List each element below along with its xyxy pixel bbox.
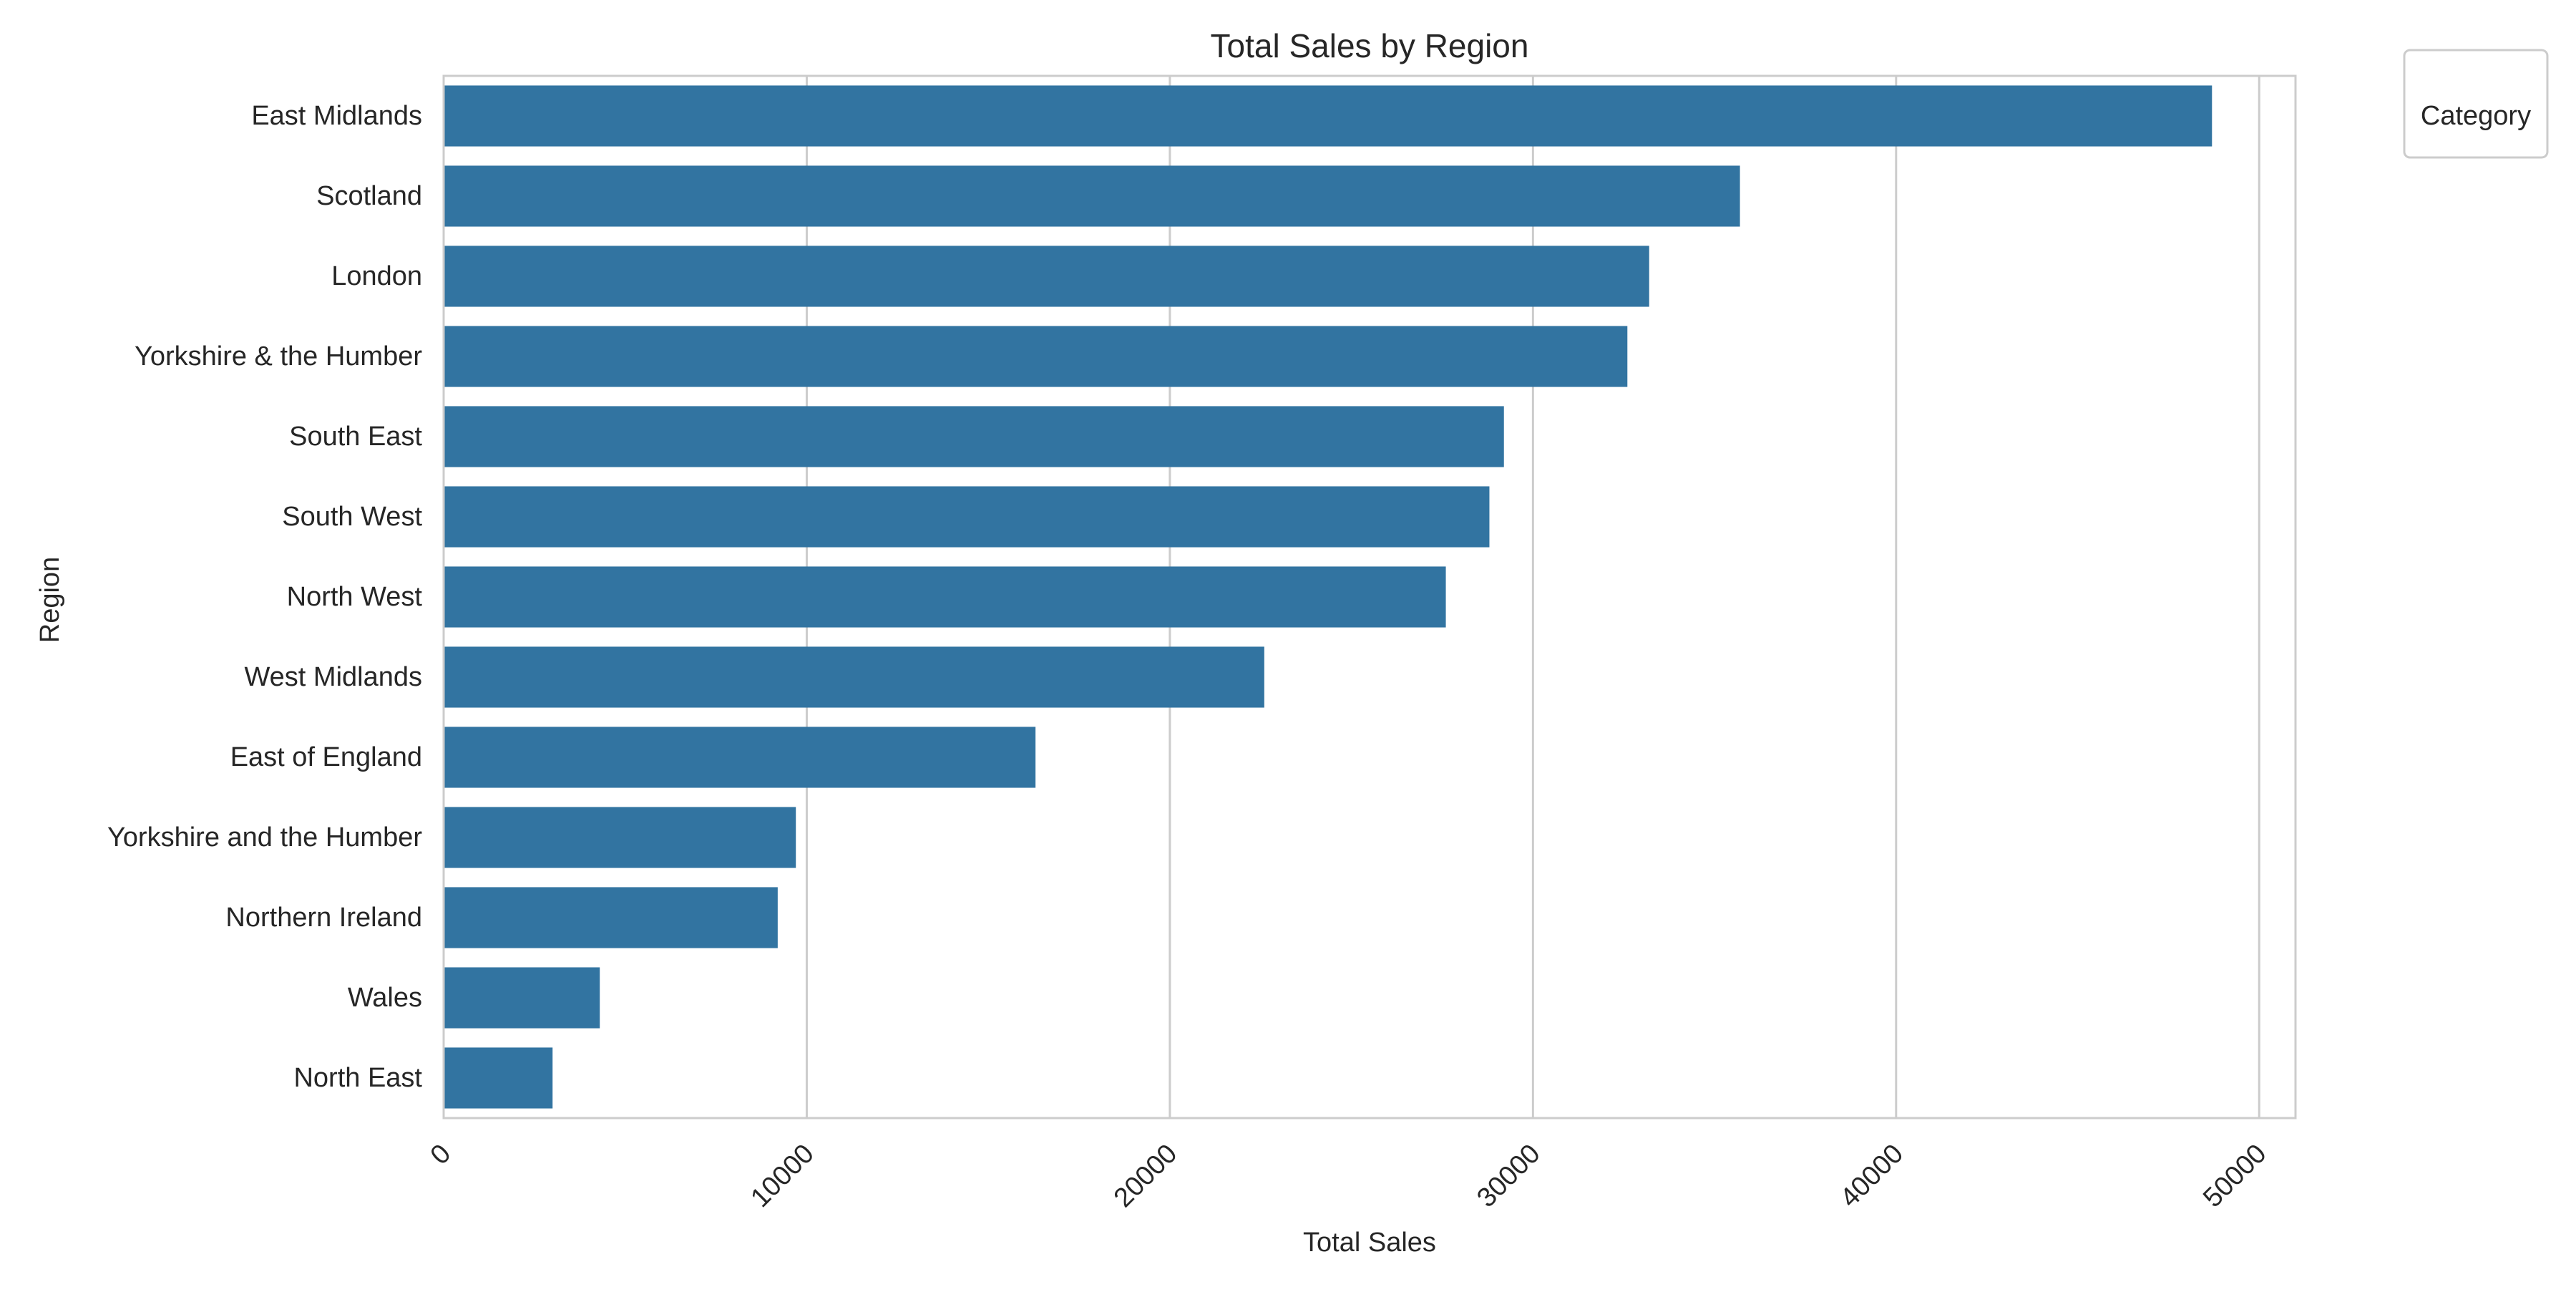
x-tick-label: 20000: [1108, 1139, 1183, 1213]
x-axis-label: Total Sales: [1303, 1228, 1436, 1258]
y-tick-label: North East: [293, 1063, 422, 1093]
bar: [444, 967, 600, 1029]
bar: [444, 727, 1036, 788]
bar: [444, 85, 2212, 147]
bar: [444, 887, 778, 948]
y-tick-label: South West: [282, 502, 422, 532]
bar: [444, 326, 1628, 387]
y-tick-label: East Midlands: [251, 101, 422, 131]
x-tick-label: 0: [425, 1139, 457, 1171]
bars: [444, 85, 2212, 1109]
y-tick-label: Scotland: [316, 181, 422, 211]
y-tick-label: East of England: [230, 742, 422, 772]
bar: [444, 406, 1504, 467]
bar: [444, 566, 1446, 628]
x-tick-label: 10000: [745, 1139, 819, 1213]
y-tick-label: Yorkshire and the Humber: [107, 822, 422, 853]
legend-title: Category: [2421, 101, 2531, 131]
x-tick-label: 50000: [2197, 1139, 2272, 1213]
bar: [444, 246, 1649, 307]
bar: [444, 486, 1490, 548]
legend-box: [2403, 49, 2549, 159]
bar: [444, 807, 796, 868]
plot-frame: [442, 74, 2297, 1119]
y-tick-label: North West: [287, 582, 423, 612]
bar: [444, 1047, 553, 1109]
y-tick-label: West Midlands: [244, 662, 422, 692]
bar: [444, 165, 1740, 227]
legend: Category: [2403, 49, 2549, 159]
x-tick-labels: 0 10000 20000 30000 40000 50000: [425, 1139, 2273, 1213]
y-tick-labels: East Midlands Scotland London Yorkshire & t…: [107, 101, 423, 1093]
chart-title: Total Sales by Region: [1211, 27, 1529, 64]
y-axis-label: Region: [35, 557, 65, 643]
bar: [444, 646, 1264, 708]
y-tick-label: Wales: [348, 983, 422, 1013]
y-tick-label: London: [331, 261, 422, 291]
y-tick-label: South East: [289, 422, 422, 452]
y-tick-label: Yorkshire & the Humber: [135, 341, 422, 371]
y-tick-label: Northern Ireland: [225, 903, 422, 933]
x-tick-label: 40000: [1835, 1139, 1909, 1213]
x-tick-label: 30000: [1471, 1139, 1546, 1213]
